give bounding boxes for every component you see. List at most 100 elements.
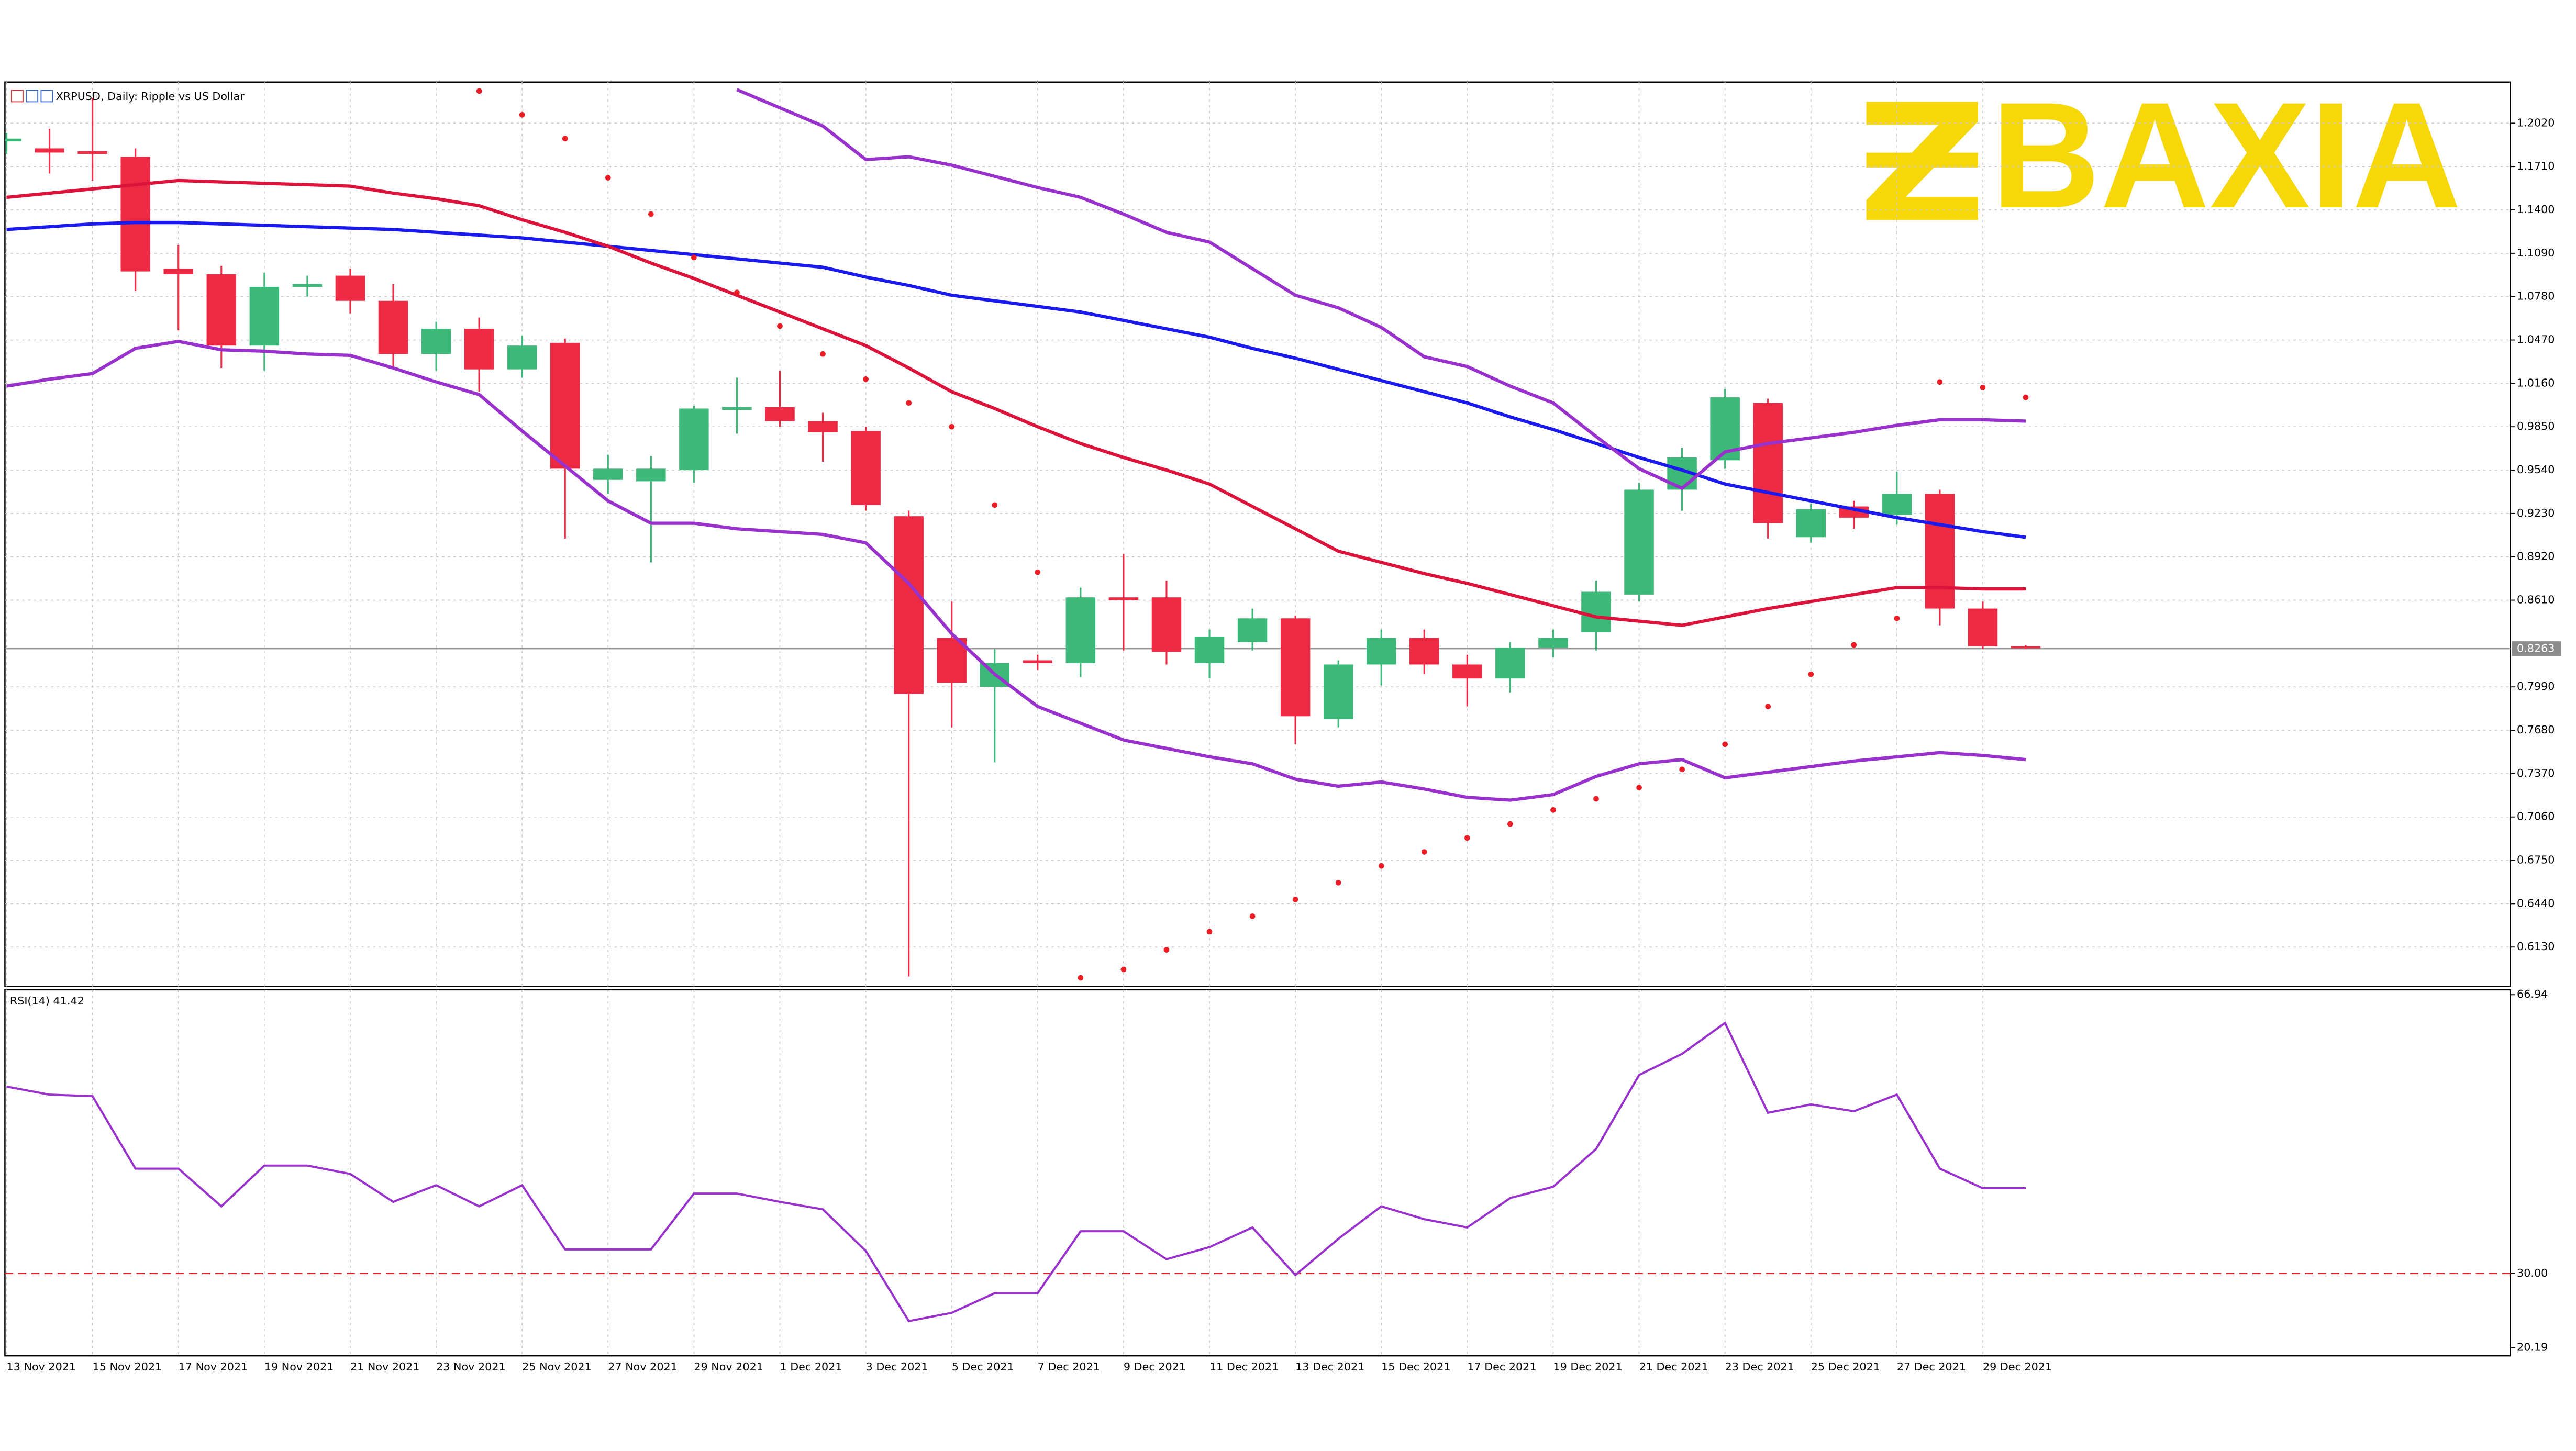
candle-body <box>1624 489 1654 595</box>
indicator-line <box>736 88 2026 490</box>
indicator-line <box>6 178 2026 627</box>
x-tick-label: 15 Dec 2021 <box>1381 1360 1450 1373</box>
candle-body <box>1151 597 1182 652</box>
candle-body <box>851 431 881 505</box>
candle-body <box>1323 664 1353 719</box>
sar-dot <box>1335 879 1341 886</box>
candle-body <box>206 274 237 346</box>
y-tick-label: 0.7060 <box>2517 810 2555 823</box>
y-tick-label: 0.9230 <box>2517 507 2555 519</box>
sar-dot <box>1206 929 1213 935</box>
y-tick-label: 1.0780 <box>2517 290 2555 303</box>
sar-dot <box>906 400 912 406</box>
x-tick-label: 25 Dec 2021 <box>1811 1360 1880 1373</box>
candle-body <box>1538 638 1568 648</box>
sar-dot <box>1722 741 1728 747</box>
candle-body <box>1409 638 1439 665</box>
y-tick-label: 1.0160 <box>2517 376 2555 389</box>
sar-dot <box>1163 947 1170 953</box>
sar-dot <box>1679 766 1685 773</box>
candle-body <box>593 468 623 480</box>
sar-dot <box>1593 796 1599 802</box>
sar-dot <box>777 323 783 329</box>
x-tick-label: 23 Dec 2021 <box>1725 1360 1794 1373</box>
candle-body <box>378 300 408 354</box>
candle-body <box>249 286 280 346</box>
y-tick-label: 0.6130 <box>2517 940 2555 953</box>
chart-title: XRPUSD, Daily: Ripple vs US Dollar <box>56 90 245 103</box>
candle-body <box>1108 597 1139 600</box>
sar-dot <box>1894 615 1900 621</box>
y-tick-label: 20.19 <box>2517 1341 2548 1353</box>
sar-dot <box>1851 642 1857 648</box>
candle-body <box>1581 591 1611 633</box>
y-tick-label: 0.8920 <box>2517 550 2555 563</box>
candle-body <box>1366 638 1396 665</box>
sar-dot <box>1980 385 1986 390</box>
x-tick-label: 11 Dec 2021 <box>1209 1360 1279 1373</box>
y-tick-label: 1.2020 <box>2517 116 2555 129</box>
sar-dot <box>648 211 654 217</box>
candle-body <box>765 407 795 421</box>
candle-body <box>5 138 21 142</box>
x-tick-label: 13 Dec 2021 <box>1295 1360 1364 1373</box>
x-tick-label: 9 Dec 2021 <box>1124 1360 1186 1373</box>
candle-body <box>35 148 64 153</box>
sar-dot <box>2023 394 2029 400</box>
sar-dot <box>1765 704 1771 709</box>
candle-body <box>1882 494 1912 515</box>
x-tick-label: 27 Dec 2021 <box>1897 1360 1966 1373</box>
current-price-label: 0.8263 <box>2517 642 2555 654</box>
sar-dot <box>1078 975 1084 981</box>
sar-dot <box>1035 569 1041 575</box>
logo-text: BAXIA <box>1991 71 2461 240</box>
candle-body <box>679 408 709 471</box>
x-tick-label: 5 Dec 2021 <box>952 1360 1014 1373</box>
candle-body <box>1452 664 1482 679</box>
rsi-plot <box>6 1021 2026 1323</box>
x-tick-label: 29 Dec 2021 <box>1983 1360 2052 1373</box>
sar-dot <box>1464 835 1470 841</box>
y-tick-label: 0.9850 <box>2517 420 2555 432</box>
sar-dot <box>1292 897 1298 902</box>
sar-dot <box>1421 849 1427 855</box>
x-tick-label: 17 Dec 2021 <box>1467 1360 1536 1373</box>
y-tick-label: 0.7990 <box>2517 680 2555 693</box>
symbol-icons <box>11 90 53 103</box>
x-tick-label: 3 Dec 2021 <box>866 1360 928 1373</box>
candle-body <box>507 345 537 370</box>
sar-dot <box>1636 785 1642 790</box>
y-tick-label: 30.00 <box>2517 1267 2548 1279</box>
candle-body <box>120 157 150 272</box>
y-tick-label: 1.1090 <box>2517 247 2555 259</box>
y-tick-label: 0.6750 <box>2517 854 2555 866</box>
candle-body <box>421 329 451 354</box>
candle-body <box>808 421 838 432</box>
x-tick-label: 23 Nov 2021 <box>436 1360 506 1373</box>
candle-body <box>335 275 365 301</box>
sar-dot <box>734 289 740 296</box>
current-price-box <box>2512 641 2561 656</box>
indicator-line <box>6 340 2026 802</box>
candle-body <box>1023 660 1053 663</box>
sar-dot <box>1249 913 1256 919</box>
candle-body <box>1237 618 1268 642</box>
sar-dot <box>1120 966 1127 973</box>
x-tick-label: 29 Nov 2021 <box>694 1360 763 1373</box>
x-tick-label: 25 Nov 2021 <box>522 1360 592 1373</box>
sar-dot <box>605 175 611 181</box>
candle-body <box>1925 494 1955 609</box>
candle-body <box>1753 403 1783 523</box>
candle-body <box>292 284 323 287</box>
candle-body <box>636 468 666 482</box>
x-tick-label: 21 Dec 2021 <box>1639 1360 1708 1373</box>
sar-dot <box>992 502 998 508</box>
candle-body <box>722 407 752 410</box>
candle-body <box>77 151 107 154</box>
candle-body <box>1194 637 1225 663</box>
indicator-line <box>6 220 2026 539</box>
y-tick-label: 0.7370 <box>2517 767 2555 779</box>
sar-dot <box>1550 807 1556 813</box>
